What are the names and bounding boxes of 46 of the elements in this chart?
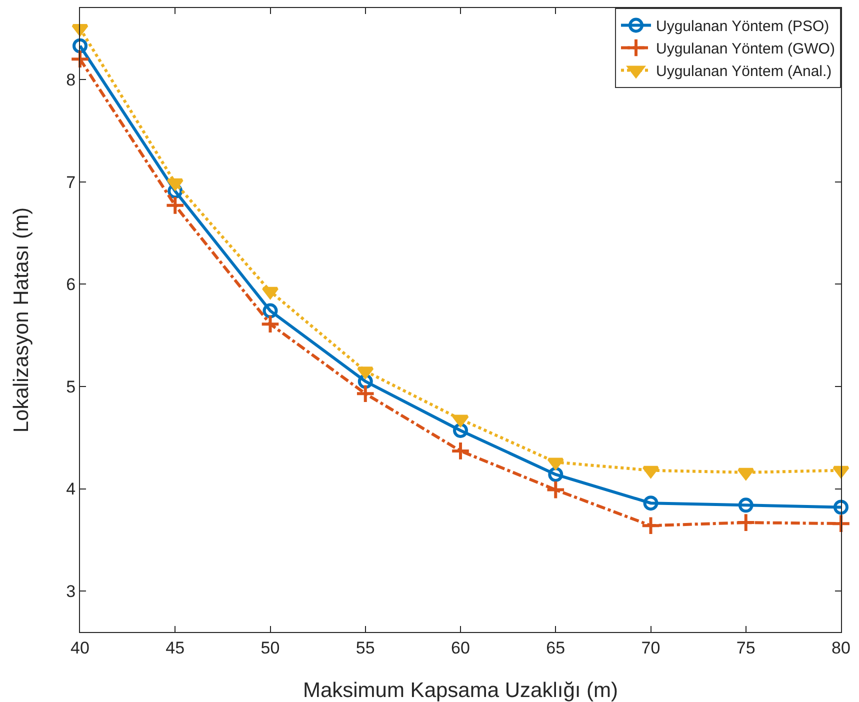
point [643,496,658,511]
point [736,512,756,532]
x-tick-label: 55 [356,638,375,658]
x-tick-label: 45 [166,638,185,658]
x-tick-label: 40 [70,638,90,658]
point [831,514,851,534]
point [452,414,469,427]
y-tick-label: 5 [66,377,76,396]
x-tick-label: 50 [260,638,280,658]
point [262,286,279,299]
point [262,303,278,318]
legend-label: Uygulanan Yöntem (PSO) [656,18,830,36]
point [70,49,90,70]
point [640,516,661,536]
y-axis-title: Lokalizasyon Hatası (m) [10,207,33,433]
point [165,196,186,216]
point [737,468,754,480]
x-tick-label: 70 [641,638,660,658]
legend-label: Uygulanan Yöntem (GWO) [656,40,835,58]
y-tick-label: 7 [66,172,76,192]
point [546,480,566,500]
point [260,314,280,334]
point [72,38,88,54]
point [832,466,850,478]
point [166,178,184,190]
x-tick-label: 80 [832,638,850,658]
legend-label: Uygulanan Yöntem (Anal.) [656,63,832,80]
point [547,458,564,470]
point [738,498,754,513]
y-tick-label: 4 [66,480,76,499]
x-tick-label: 65 [546,638,566,658]
point [72,24,88,36]
point [548,466,564,482]
y-tick-label: 8 [66,70,76,90]
y-tick-label: 6 [66,275,76,294]
point [642,466,660,478]
point [358,374,373,389]
x-tick-label: 75 [736,638,756,658]
point [453,422,468,438]
point [834,500,848,515]
point [355,384,376,404]
x-axis-title: Maksimum Kapsama Uzaklığı (m) [302,679,618,702]
y-tick-label: 3 [66,582,76,602]
point [450,441,470,461]
x-tick-label: 60 [451,638,470,658]
point [356,366,374,379]
